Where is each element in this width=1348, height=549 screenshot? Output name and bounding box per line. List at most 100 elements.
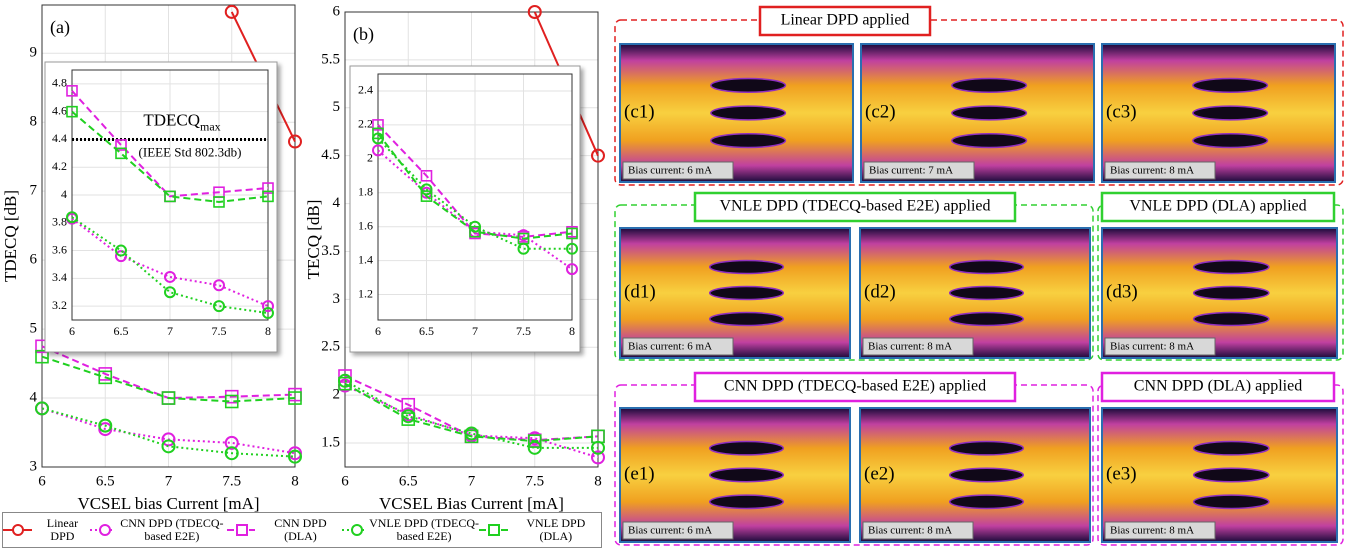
eye-opening — [710, 77, 787, 94]
legend-item: CNN DPD (TDECQ-based E2E) — [90, 517, 227, 543]
title-box — [693, 371, 1017, 403]
legend-item: VNLE DPD (TDECQ-based E2E) — [342, 517, 479, 543]
group-frame — [614, 19, 1344, 186]
marker — [288, 449, 302, 464]
eye-opening — [710, 132, 787, 149]
eye-panel-group: (d3) Bias current: 8 mA VNLE DPD (DLA) app… — [1097, 191, 1344, 361]
marker — [288, 391, 302, 405]
panel-title: CNN DPD (DLA) applied — [1134, 378, 1302, 395]
eye-panel-group: (d1) Bias current: 6 mA (d2) Bias current: … — [614, 191, 1094, 361]
y-tick-label: 2.4 — [358, 83, 373, 97]
y-tick-label: 4.6 — [52, 103, 67, 117]
legend-label: VNLE DPD (TDECQ-based E2E) — [369, 516, 480, 543]
eye-opening — [708, 494, 785, 510]
x-tick-label: 7.5 — [516, 324, 531, 338]
bias-box — [1104, 337, 1216, 356]
threshold-sub: max — [200, 119, 221, 133]
eye-opening — [951, 132, 1028, 149]
marker — [164, 286, 176, 299]
panel-title: CNN DPD (TDECQ-based E2E) applied — [724, 378, 986, 395]
bias-label: Bias current: 8 mA — [868, 525, 952, 537]
marker — [338, 369, 352, 383]
x-axis-label: VCSEL Bias Current [mA] — [379, 494, 564, 513]
bias-label: Bias current: 8 mA — [868, 341, 952, 353]
marker — [66, 85, 78, 97]
eye-opening — [948, 467, 1025, 483]
y-tick-label: 1.5 — [321, 434, 340, 450]
marker — [262, 300, 274, 313]
marker — [591, 450, 605, 465]
y-tick-label: 1.2 — [358, 286, 373, 300]
legend-swatch — [90, 524, 114, 536]
x-tick-label: 6.5 — [419, 324, 434, 338]
legend-swatch — [479, 524, 508, 536]
y-tick-label: 2.2 — [358, 117, 373, 131]
legend-label: CNN DPD (TDECQ-based E2E) — [120, 516, 224, 543]
bias-box — [622, 521, 734, 540]
marker — [213, 300, 225, 313]
marker — [213, 196, 225, 208]
eye-opening — [1192, 440, 1270, 456]
bias-box — [1104, 521, 1216, 540]
bias-label: Bias current: 8 mA — [1110, 525, 1194, 537]
bias-box — [622, 161, 734, 180]
axes-frame — [344, 11, 599, 468]
legend: Linear DPD CNN DPD (TDECQ-based E2E) CNN D… — [2, 512, 602, 548]
bias-label: Bias current: 6 mA — [628, 341, 712, 353]
inset-frame — [349, 65, 581, 353]
title-box — [758, 5, 932, 37]
marker — [566, 263, 578, 276]
y-tick-label: 3.6 — [52, 242, 67, 256]
legend-swatch — [3, 524, 32, 536]
x-tick-label: 6 — [38, 473, 46, 489]
legend-marker — [488, 524, 501, 536]
eye-opening — [708, 467, 785, 483]
bias-label: Bias current: 8 mA — [1110, 165, 1194, 177]
bias-label: Bias current: 7 mA — [869, 165, 953, 177]
eye-label: (e1) — [624, 463, 655, 484]
bias-label: Bias current: 8 mA — [1110, 341, 1194, 353]
x-tick-label: 7.5 — [525, 473, 544, 489]
marker — [527, 434, 542, 448]
x-tick-label: 7 — [472, 324, 478, 338]
marker — [372, 119, 384, 131]
y-tick-label: 5 — [30, 321, 38, 337]
y-axis-label: TECQ [dB] — [304, 200, 323, 280]
panel-title: VNLE DPD (DLA) applied — [1129, 198, 1306, 215]
marker — [115, 147, 127, 160]
marker — [420, 169, 433, 182]
marker — [224, 435, 239, 450]
x-tick-label: 7 — [165, 473, 173, 489]
marker — [224, 446, 239, 461]
marker — [262, 190, 274, 203]
group-frame — [1097, 384, 1344, 546]
y-tick-label: 9 — [30, 45, 38, 61]
y-tick-label: 1.8 — [358, 185, 373, 199]
eye-opening — [948, 440, 1025, 456]
series-line — [41, 355, 296, 403]
series-line — [377, 132, 573, 240]
bias-box — [862, 337, 974, 356]
eye-opening — [1192, 467, 1270, 483]
marker — [464, 429, 479, 444]
marker — [288, 134, 302, 149]
y-tick-label: 2 — [333, 387, 341, 403]
eye-opening — [710, 105, 787, 121]
legend-item: VNLE DPD (DLA) — [479, 517, 601, 543]
y-axis-label: TDECQ [dB] — [1, 190, 20, 282]
x-tick-label: 6.5 — [96, 473, 115, 489]
y-tick-label: 6 — [333, 3, 341, 19]
marker — [66, 211, 78, 224]
y-tick-label: 5 — [333, 99, 341, 115]
marker — [401, 412, 416, 426]
axes-frame — [41, 4, 296, 468]
eye-opening — [1192, 285, 1270, 301]
legend-label: VNLE DPD (DLA) — [526, 516, 586, 543]
marker — [224, 4, 239, 19]
eye-opening — [708, 311, 785, 327]
threshold-note: (IEEE Std 802.3db) — [139, 144, 242, 159]
y-tick-label: 3.8 — [52, 215, 67, 229]
series-line — [377, 124, 573, 238]
panel-label: (b) — [353, 24, 374, 45]
eye-opening — [948, 285, 1025, 301]
